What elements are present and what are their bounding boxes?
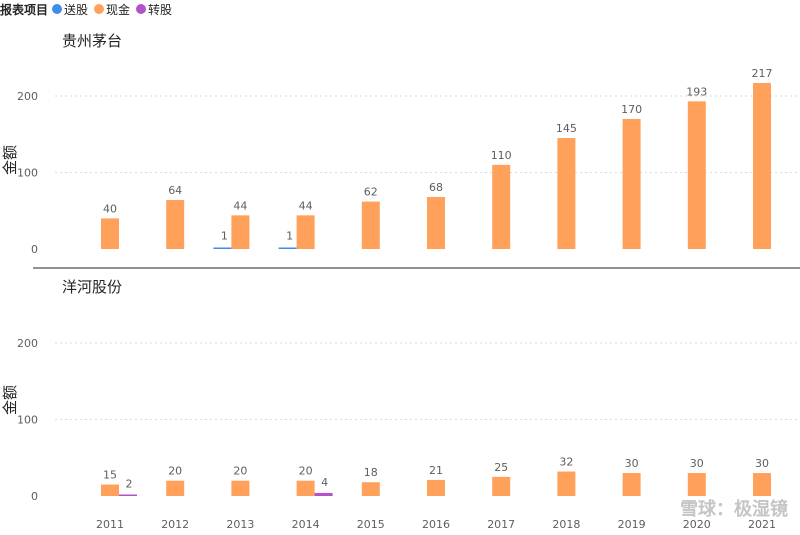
- x-tick-label: 2017: [487, 518, 515, 531]
- bar-xianjin: [687, 101, 706, 249]
- bar-xianjin: [101, 484, 119, 496]
- bar-xianjin: [296, 480, 315, 496]
- legend-item-zhuangu[interactable]: 转股: [136, 1, 172, 18]
- data-label: 40: [103, 202, 117, 215]
- legend-dot-icon: [94, 4, 105, 14]
- panel-title: 洋河股份: [62, 278, 122, 296]
- bar-zhuangu: [314, 492, 333, 496]
- bar-xianjin: [166, 200, 185, 249]
- x-tick-label: 2015: [357, 518, 385, 531]
- legend-label: 转股: [148, 2, 173, 17]
- data-label: 217: [752, 67, 773, 80]
- x-tick-label: 2021: [748, 518, 776, 531]
- legend-item-songgu[interactable]: 送股: [52, 1, 88, 18]
- data-label: 30: [755, 457, 769, 470]
- panel-title: 贵州茅台: [62, 32, 122, 50]
- data-label: 20: [299, 465, 313, 478]
- bar-xianjin: [687, 473, 706, 496]
- bar-xianjin: [361, 201, 380, 249]
- data-label: 4: [321, 476, 328, 489]
- x-tick-label: 2011: [96, 518, 124, 531]
- legend-dot-icon: [136, 4, 147, 14]
- data-label: 62: [364, 186, 378, 199]
- data-label: 110: [491, 149, 512, 162]
- legend: 报表项目 送股 现金 转股: [0, 0, 178, 18]
- data-label: 68: [429, 181, 443, 194]
- data-label: 30: [625, 457, 639, 470]
- bar-xianjin: [231, 215, 250, 249]
- x-tick-label: 2014: [292, 518, 320, 531]
- bar-xianjin: [753, 473, 771, 496]
- legend-dot-icon: [52, 4, 63, 14]
- watermark: 雪球：极湿镜: [680, 499, 788, 520]
- bar-xianjin: [427, 479, 445, 496]
- bar-xianjin: [427, 196, 445, 249]
- data-label: 145: [556, 122, 577, 135]
- data-label: 2: [126, 477, 133, 490]
- bar-xianjin: [231, 480, 250, 496]
- y-tick-label: 100: [17, 167, 38, 180]
- data-label: 64: [168, 184, 182, 197]
- y-tick-label: 200: [17, 337, 38, 350]
- bar-xianjin: [557, 471, 576, 496]
- data-label: 20: [168, 465, 182, 478]
- bar-xianjin: [622, 118, 641, 249]
- x-tick-label: 2016: [422, 518, 450, 531]
- legend-label: 现金: [106, 2, 131, 17]
- data-label: 30: [690, 457, 704, 470]
- bar-xianjin: [166, 480, 185, 496]
- bar-xianjin: [492, 476, 511, 496]
- x-tick-label: 2020: [683, 518, 711, 531]
- bar-zhuangu: [119, 494, 137, 496]
- data-label: 44: [233, 199, 247, 212]
- y-tick-label: 100: [17, 414, 38, 427]
- bar-xianjin: [492, 164, 511, 249]
- y-axis-label: 金额: [1, 145, 19, 175]
- bar-xianjin: [622, 473, 641, 496]
- x-tick-label: 2019: [618, 518, 646, 531]
- data-label: 15: [103, 469, 117, 482]
- bar-songgu: [278, 247, 297, 249]
- data-label: 1: [286, 230, 293, 243]
- bar-songgu: [213, 247, 232, 249]
- x-tick-label: 2012: [161, 518, 189, 531]
- data-label: 21: [429, 464, 443, 477]
- data-label: 44: [299, 199, 313, 212]
- y-axis-label: 金额: [1, 385, 19, 415]
- x-tick-label: 2018: [552, 518, 580, 531]
- legend-item-xianjin[interactable]: 现金: [94, 1, 130, 18]
- y-tick-label: 0: [31, 243, 38, 256]
- data-label: 1: [221, 230, 228, 243]
- bar-xianjin: [361, 482, 380, 496]
- legend-label: 送股: [64, 2, 89, 17]
- x-tick-label: 2013: [226, 518, 254, 531]
- bar-xianjin: [753, 82, 771, 250]
- bar-xianjin: [296, 215, 315, 249]
- data-label: 20: [233, 465, 247, 478]
- bar-xianjin: [557, 138, 576, 249]
- data-label: 18: [364, 466, 378, 479]
- data-label: 193: [686, 85, 707, 98]
- y-tick-label: 0: [31, 490, 38, 503]
- bar-xianjin: [101, 218, 119, 249]
- legend-title: 报表项目: [0, 2, 49, 17]
- data-label: 25: [494, 461, 508, 474]
- data-label: 32: [559, 456, 573, 469]
- y-tick-label: 200: [17, 90, 38, 103]
- data-label: 170: [621, 103, 642, 116]
